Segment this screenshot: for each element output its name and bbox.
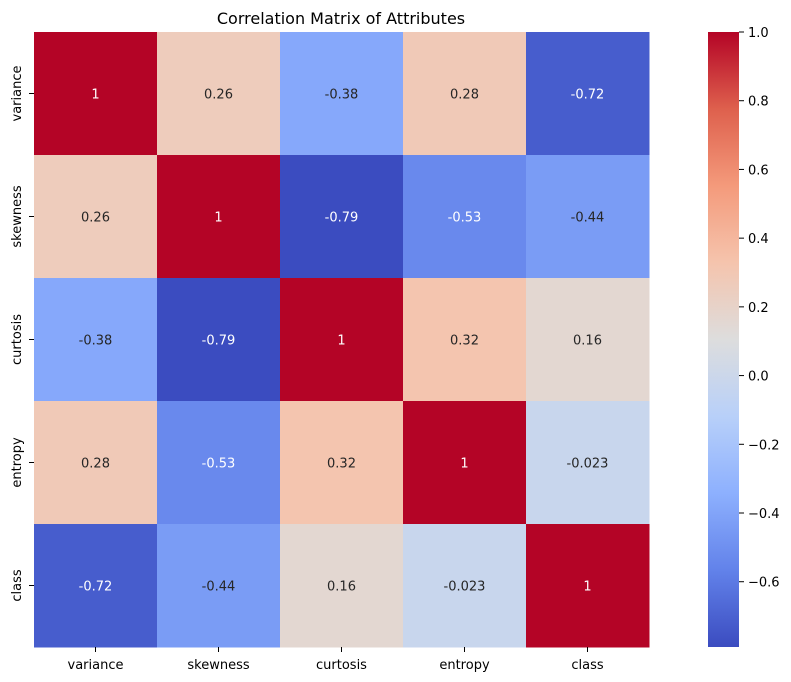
heatmap-cell [34, 32, 158, 156]
heatmap-cell [34, 155, 158, 279]
heatmap-cell [34, 524, 158, 648]
heatmap-cell [526, 278, 650, 402]
chart-title: Correlation Matrix of Attributes [217, 9, 465, 28]
cell-value-label: -0.023 [567, 457, 609, 472]
colorbar-tick-label: 0.8 [748, 95, 769, 110]
cell-value-label: -0.023 [444, 580, 486, 595]
colorbar-tick-label: 0.2 [748, 301, 769, 316]
cell-value-label: 1 [214, 211, 222, 226]
colorbar-tick-label: 0.0 [748, 370, 769, 385]
x-tick-label: variance [68, 658, 124, 673]
cell-value-label: 1 [460, 457, 468, 472]
y-tick-label: curtosis [10, 314, 25, 365]
heatmap-cell [157, 155, 281, 279]
x-axis-ticks: variance skewness curtosis entropy class [68, 647, 604, 673]
cell-value-label: 0.16 [573, 334, 602, 349]
heatmap-cell [526, 32, 650, 156]
cell-value-label: 0.26 [81, 211, 110, 226]
cell-value-label: 0.16 [327, 580, 356, 595]
cell-value-label: 0.26 [204, 88, 233, 103]
cell-value-label: -0.72 [79, 580, 113, 595]
colorbar-gradient [708, 32, 739, 647]
heatmap-cell [157, 278, 281, 402]
heatmap-cell [526, 401, 650, 525]
cell-value-label: -0.79 [202, 334, 236, 349]
cell-value-label: 0.28 [81, 457, 110, 472]
y-tick-label: class [10, 569, 25, 601]
cell-value-label: 0.32 [327, 457, 356, 472]
cell-value-label: -0.53 [202, 457, 236, 472]
heatmap-cell [280, 32, 404, 156]
cell-value-label: -0.79 [325, 211, 359, 226]
heatmap-cell [403, 524, 527, 648]
heatmap-cell [280, 278, 404, 402]
cell-value-label: 1 [91, 88, 99, 103]
heatmap-cell [34, 401, 158, 525]
heatmap-cell [280, 524, 404, 648]
colorbar-tick-label: −0.6 [748, 576, 780, 591]
colorbar: −0.6 −0.4 −0.2 0.0 0.2 0.4 0.6 0.8 1.0 [708, 26, 780, 647]
colorbar-tick-label: −0.4 [748, 507, 780, 522]
y-tick-label: skewness [10, 185, 25, 247]
colorbar-ticks: −0.6 −0.4 −0.2 0.0 0.2 0.4 0.6 0.8 1.0 [739, 26, 780, 591]
y-axis-ticks: variance skewness curtosis entropy class [10, 66, 34, 602]
heatmap-cell [526, 524, 650, 648]
cell-value-label: -0.38 [325, 88, 359, 103]
x-tick-label: class [571, 658, 603, 673]
cell-value-label: 1 [337, 334, 345, 349]
colorbar-tick-label: 0.4 [748, 232, 769, 247]
y-tick-label: entropy [10, 437, 25, 488]
cell-value-label: -0.38 [79, 334, 113, 349]
colorbar-tick-label: −0.2 [748, 438, 780, 453]
heatmap-cell [280, 401, 404, 525]
x-tick-label: curtosis [316, 658, 367, 673]
cell-value-label: 0.28 [450, 88, 479, 103]
x-tick-label: skewness [187, 658, 249, 673]
cell-value-label: -0.53 [448, 211, 482, 226]
cell-value-label: 0.32 [450, 334, 479, 349]
heatmap-cell [280, 155, 404, 279]
cell-value-label: -0.44 [202, 580, 236, 595]
heatmap-cells: 1 0.26 -0.38 0.28 -0.72 0.26 1 -0.79 -0.53 -0.44 -… [34, 32, 650, 648]
heatmap-cell [403, 155, 527, 279]
cell-value-label: 1 [583, 580, 591, 595]
heatmap-cell [34, 278, 158, 402]
heatmap-cell [526, 155, 650, 279]
colorbar-tick-label: 0.6 [748, 163, 769, 178]
x-tick-label: entropy [439, 658, 490, 673]
heatmap-cell [403, 32, 527, 156]
cell-value-label: -0.72 [571, 88, 605, 103]
heatmap-cell [157, 401, 281, 525]
heatmap-cell [157, 32, 281, 156]
heatmap-cell [403, 278, 527, 402]
colorbar-tick-label: 1.0 [748, 26, 769, 41]
heatmap-cell [157, 524, 281, 648]
y-tick-label: variance [10, 66, 25, 122]
cell-value-label: -0.44 [571, 211, 605, 226]
heatmap-cell [403, 401, 527, 525]
